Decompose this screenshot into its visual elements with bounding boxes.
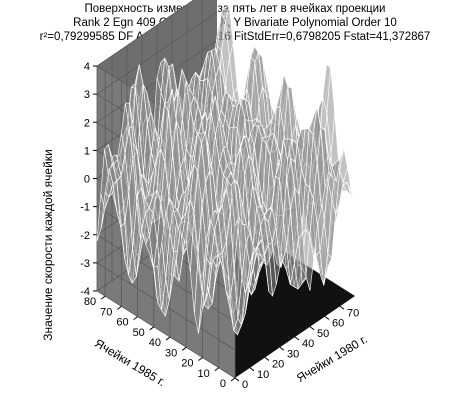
z-axis-label: Значение скорости каждой ячейки [41,149,55,341]
x-tick-mark [249,367,255,372]
x-tick-label: 50 [317,328,329,340]
z-tick-label: -3 [80,258,90,270]
y-tick-label: 20 [181,358,193,370]
z-tick-label: -4 [80,286,90,298]
y-tick-label: 10 [198,368,210,380]
y-tick-label: 30 [165,347,177,359]
y-tick-label: 60 [116,317,128,329]
surface-mesh [96,4,356,336]
x-tick-label: 60 [332,318,344,330]
chart-title: Поверхность изменений за пять лет в ячей… [84,3,386,15]
y-tick-label: 0 [220,378,226,390]
x-tick-mark [279,346,285,351]
x-tick-mark [264,357,270,361]
chart-subtitle: Rank 2 Egn 409 Chebyshev X, Y Bivariate … [73,17,397,29]
x-tick-label: 30 [287,348,299,360]
y-tick-mark [117,305,122,310]
y-tick-mark [149,326,155,331]
y-tick-mark [100,295,106,300]
z-tick-label: 0 [84,174,90,186]
x-tick-label: 10 [257,369,269,381]
x-tick-mark [294,336,300,341]
z-tick-label: -1 [80,202,90,214]
z-tick-label: 4 [84,61,90,73]
y-tick-label: 80 [84,296,96,308]
x-tick-label: 40 [302,338,314,350]
y-tick-mark [133,316,138,320]
y-tick-label: 70 [100,306,112,318]
x-tick-label: 20 [272,359,284,371]
x-tick-mark [324,316,330,320]
z-tick-label: 2 [84,117,90,129]
z-tick-label: -2 [80,230,90,242]
x-tick-mark [309,326,315,331]
x-tick-label: 70 [347,307,359,319]
surface-cell [230,179,240,227]
y-tick-mark [230,377,236,382]
axis-ticks: -4-3-2-101234010203040506070800102030405… [80,61,359,391]
y-tick-label: 50 [133,327,145,339]
x-tick-label: 0 [242,379,248,391]
y-tick-label: 40 [149,337,161,349]
y-tick-mark [198,357,203,361]
x-tick-mark [339,305,345,310]
y-tick-mark [214,367,220,372]
z-tick-label: 3 [84,89,90,101]
x-tick-mark [234,377,240,382]
y-tick-mark [165,336,171,341]
surface-cell [346,182,356,215]
y-tick-mark [181,346,187,351]
z-tick-label: 1 [84,145,90,157]
